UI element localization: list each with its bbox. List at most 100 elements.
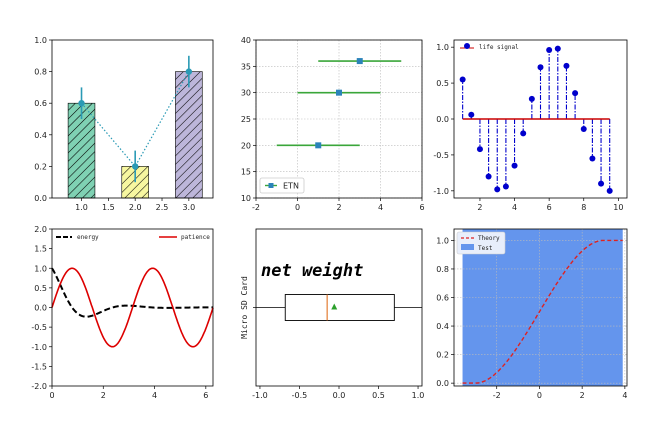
x-tick-label: 3.0	[182, 203, 195, 212]
legend: life signal	[460, 43, 519, 51]
y-tick-label: 0.0	[34, 194, 47, 203]
y-tick-label: 30	[241, 89, 251, 98]
x-tick-label: 1.0	[412, 391, 425, 400]
y-axis-label: Micro SD Card	[240, 276, 249, 339]
x-tick-label: 1.0	[75, 203, 88, 212]
y-tick-label: 0.0	[34, 304, 47, 313]
stem-marker	[598, 180, 605, 187]
y-tick-label: 1.0	[34, 264, 47, 273]
plot-frame	[453, 228, 628, 387]
chart-lines: 0 2 4 6 -2.0 -1.5 -1.0 -0.5 0.0 0.5 1.0 1.5 2.0 energ…	[31, 225, 214, 400]
y-tick-label: 0.6	[34, 99, 47, 108]
y-tick-label: 0.6	[436, 294, 449, 303]
x-tick-label: 1.5	[102, 203, 115, 212]
x-tick-label: 6	[547, 203, 552, 212]
x-tick-label: 2	[580, 391, 585, 400]
x-tick-label: 4	[622, 391, 627, 400]
legend-label: energy	[77, 234, 99, 241]
y-tick-label: -1.0	[31, 343, 47, 352]
x-tick-label: 2.5	[156, 203, 169, 212]
chart-errorbar-points: -2 0 2 4 6 10 15 20 25 30 35 40 ETN	[241, 36, 425, 212]
x-tick-label: 6	[419, 203, 424, 212]
x-tick-label: -2	[493, 391, 501, 400]
x-tick-label: 0	[537, 391, 542, 400]
stem-marker	[606, 187, 613, 194]
stem-marker	[494, 186, 501, 193]
mean-marker	[331, 303, 338, 310]
y-tick-label: 0.0	[436, 115, 449, 124]
x-tick-label: 4	[378, 203, 383, 212]
y-tick-label: 10	[241, 194, 251, 203]
y-tick-label: 0.2	[34, 162, 47, 171]
data-point	[356, 58, 363, 65]
legend-label: ETN	[283, 182, 299, 191]
y-tick-label: -0.5	[433, 151, 449, 160]
series-line	[51, 267, 214, 348]
legend-label: life signal	[479, 44, 519, 51]
legend-label: Test	[478, 245, 493, 252]
y-tick-label: 2.0	[34, 225, 47, 234]
y-tick-label: 0.0	[436, 379, 449, 388]
data-point	[315, 142, 322, 149]
stem-marker	[485, 173, 492, 180]
x-tick-label: 6	[203, 391, 208, 400]
theory-line	[462, 239, 623, 384]
chart-boxplot: -1.0 -0.5 0.0 0.5 1.0 net weight Micro SD Card	[240, 228, 425, 400]
y-tick-label: 1.0	[34, 36, 47, 45]
stem-marker	[537, 64, 544, 71]
chart-bar-errors: 1.0 1.5 2.0 2.5 3.0 0.0 0.2 0.4 0.6 0.8 1.0	[34, 36, 214, 212]
y-tick-label: -1.0	[433, 187, 449, 196]
data-point	[131, 163, 139, 170]
legend-swatch	[461, 244, 474, 250]
plot-frame	[255, 39, 423, 199]
chart-title: net weight	[261, 261, 363, 281]
data-point	[78, 100, 85, 107]
legend: energy patience	[56, 234, 210, 241]
y-tick-label: 1.0	[436, 236, 449, 245]
y-tick-label: 1.5	[34, 245, 47, 254]
y-tick-label: -2.0	[31, 382, 47, 391]
x-tick-label: 10	[613, 203, 623, 212]
x-tick-label: -2	[252, 203, 260, 212]
stem-marker	[580, 126, 587, 133]
y-tick-label: 35	[241, 62, 251, 71]
legend-label: Theory	[478, 235, 500, 242]
box	[284, 294, 395, 321]
x-tick-label: 2.0	[129, 203, 142, 212]
stem-marker	[459, 76, 466, 83]
x-tick-label: 4	[512, 203, 517, 212]
legend: ETN	[259, 177, 305, 194]
x-tick-label: 2	[101, 391, 106, 400]
stem-marker	[589, 155, 596, 162]
x-tick-label: 0.0	[333, 391, 346, 400]
stem-marker	[520, 130, 527, 137]
x-tick-label: 4	[152, 391, 157, 400]
y-tick-label: 0.8	[436, 265, 449, 274]
stem-marker	[554, 45, 561, 52]
y-tick-label: -0.5	[31, 323, 47, 332]
x-tick-label: -1.0	[252, 391, 268, 400]
x-tick-label: 0	[49, 391, 54, 400]
stem-marker	[546, 47, 553, 54]
x-tick-label: 0	[295, 203, 300, 212]
data-point	[336, 89, 342, 96]
y-tick-label: 0.8	[34, 68, 47, 77]
x-tick-label: 0.5	[372, 391, 385, 400]
y-tick-label: 0.5	[436, 79, 449, 88]
stem-marker	[511, 162, 518, 169]
legend-marker	[464, 43, 470, 49]
stem-marker	[502, 183, 509, 190]
legend: Theory Test	[456, 231, 506, 255]
y-tick-label: 20	[241, 141, 251, 150]
chart-stem: 2 4 6 8 10 -1.0 -0.5 0.0 0.5 1.0 life signal	[433, 39, 628, 212]
bar	[175, 71, 203, 199]
stem-marker	[572, 90, 579, 97]
x-tick-label: 8	[581, 203, 586, 212]
y-tick-label: 0.2	[436, 351, 449, 360]
y-tick-label: 0.4	[436, 322, 449, 331]
legend-marker	[268, 183, 274, 188]
x-tick-label: 2	[477, 203, 482, 212]
data-point	[185, 68, 193, 75]
y-tick-label: 1.0	[436, 43, 449, 52]
